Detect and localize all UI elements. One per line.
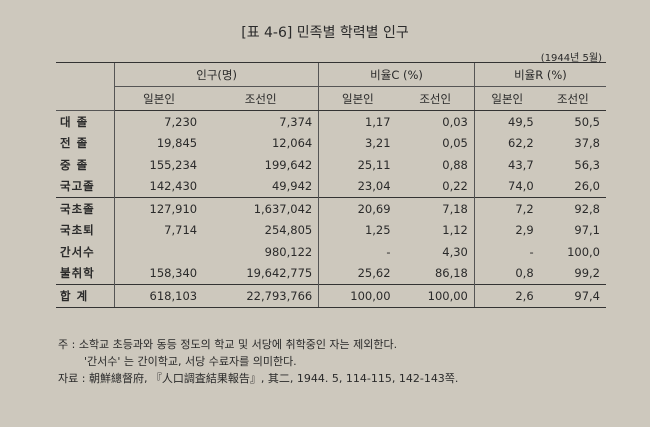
cell: 62,2: [473, 132, 540, 154]
sub-header-row: 일본인 조선인 일본인 조선인 일본인 조선인: [56, 86, 606, 111]
cell: 1,25: [318, 219, 397, 241]
sub-header: 일본인: [473, 86, 540, 111]
row-label: 중 졸: [60, 157, 89, 172]
table-row: 간서수 980,122-4,30-100,0: [56, 241, 606, 263]
row-label: 국초퇴: [60, 223, 95, 238]
cell: -: [318, 241, 397, 263]
sub-header: 조선인: [396, 86, 475, 111]
cell: 127,910: [114, 197, 204, 220]
cell: 56,3: [574, 157, 600, 172]
sub-header: 일본인: [318, 86, 397, 111]
notes: 주 : 소학교 초등과와 동등 정도의 학교 및 서당에 취학중인 자는 제외한…: [58, 336, 458, 387]
cell: 43,7: [473, 154, 540, 176]
table-row: 국고졸 142,430 49,942 23,04 0,22 74,0 26,0: [56, 175, 606, 198]
table-title: [표 4-6] 민족별 학력별 인구: [241, 25, 409, 41]
cell: 7,2: [473, 197, 540, 220]
cell: 19,845: [114, 132, 204, 154]
cell: 1,17: [318, 110, 397, 133]
cell: 7,230: [114, 110, 204, 133]
cell: 37,8: [574, 136, 600, 151]
table-body: 대 졸 7,230 7,374 1,17 0,03 49,5 50,5 전 졸 19,845 12…: [56, 110, 606, 308]
cell: 99,2: [574, 266, 600, 281]
table-row: 중 졸 155,234 199,642 25,11 0,88 43,7 56,3: [56, 154, 606, 176]
cell: 22,793,766: [203, 284, 319, 308]
table-row: 대 졸 7,230 7,374 1,17 0,03 49,5 50,5: [56, 110, 606, 133]
cell: 980,122: [264, 244, 313, 259]
corner-cell: [56, 62, 115, 111]
cell: 0,03: [442, 114, 468, 129]
cell: 12,064: [271, 136, 313, 151]
row-label: 국초졸: [56, 197, 115, 220]
cell: 74,0: [473, 175, 540, 198]
cell: [114, 241, 204, 263]
cell: 7,714: [114, 219, 204, 241]
table-row: 불취학 158,340 19,642,775 25,62 86,18 0,8 99,2: [56, 262, 606, 285]
cell: 97,1: [574, 223, 600, 238]
cell: 7,374: [279, 114, 313, 129]
cell: 20,69: [318, 197, 397, 220]
cell: 49,942: [271, 179, 313, 194]
group-header: 비율R (%): [473, 62, 606, 87]
cell: 142,430: [114, 175, 204, 198]
cell: 254,805: [264, 223, 313, 238]
cell: 0,88: [442, 157, 468, 172]
cell: 158,340: [114, 262, 204, 285]
cell: 7,18: [396, 197, 475, 220]
cell: 3,21: [318, 132, 397, 154]
note: 주 : 소학교 초등과와 동등 정도의 학교 및 서당에 취학중인 자는 제외한…: [58, 338, 398, 351]
cell: -: [473, 241, 540, 263]
cell: 0,8: [473, 262, 540, 285]
table-row: 국초퇴 7,714 254,805 1,25 1,12 2,9 97,1: [56, 219, 606, 241]
row-label: 합 계: [56, 284, 115, 308]
cell: 0,05: [442, 136, 468, 151]
cell: 1,637,042: [203, 197, 319, 220]
note: '간서수' 는 간이학교, 서당 수료자를 의미한다.: [84, 355, 297, 368]
row-label: 간서수: [60, 244, 95, 259]
cell: 23,04: [318, 175, 397, 198]
sub-header: 일본인: [114, 86, 204, 111]
sub-header: 조선인: [203, 86, 319, 111]
date-note: (1944년 5월): [540, 53, 602, 64]
row-label: 대 졸: [60, 114, 89, 129]
cell: 86,18: [434, 266, 468, 281]
cell: 100,00: [318, 284, 397, 308]
cell: 100,0: [567, 244, 600, 259]
cell: 100,00: [396, 284, 475, 308]
cell: 0,22: [442, 179, 468, 194]
table-row: 국초졸 127,910 1,637,042 20,69 7,18 7,2 92,8: [56, 197, 606, 220]
cell: 97,4: [539, 284, 606, 308]
cell: 92,8: [539, 197, 606, 220]
group-header: 인구(명): [113, 62, 319, 87]
sub-header: 조선인: [539, 86, 606, 111]
cell: 26,0: [574, 179, 600, 194]
cell: 25,11: [318, 154, 397, 176]
cell: 50,5: [574, 114, 600, 129]
group-header: 비율C (%): [318, 62, 475, 87]
group-header-row: 인구(명) 비율C (%) 비율R (%): [56, 62, 606, 111]
cell: 25,62: [318, 262, 397, 285]
note: 자료 : 朝鮮總督府, 『人口調査結果報告』, 其二, 1944. 5, 114…: [58, 372, 459, 385]
row-label: 국고졸: [60, 179, 95, 194]
cell: 49,5: [473, 110, 540, 133]
cell: 1,12: [442, 223, 468, 238]
data-table: 인구(명) 비율C (%) 비율R (%) 일본인 조선인 일본인 조선인 일본인 조선인 대 …: [56, 62, 606, 308]
row-label: 불취학: [60, 266, 95, 281]
cell: 19,642,775: [246, 266, 313, 281]
table-row: 합 계 618,103 22,793,766 100,00 100,00 2,6 97,4: [56, 284, 606, 308]
cell: 2,9: [473, 219, 540, 241]
cell: 155,234: [114, 154, 204, 176]
cell: 199,642: [264, 157, 313, 172]
table-row: 전 졸 19,845 12,064 3,21 0,05 62,2 37,8: [56, 132, 606, 154]
cell: 4,30: [442, 244, 468, 259]
table-head: 인구(명) 비율C (%) 비율R (%) 일본인 조선인 일본인 조선인 일본인 조선인: [56, 62, 606, 111]
row-label: 전 졸: [60, 136, 89, 151]
cell: 2,6: [473, 284, 540, 308]
cell: 618,103: [114, 284, 204, 308]
